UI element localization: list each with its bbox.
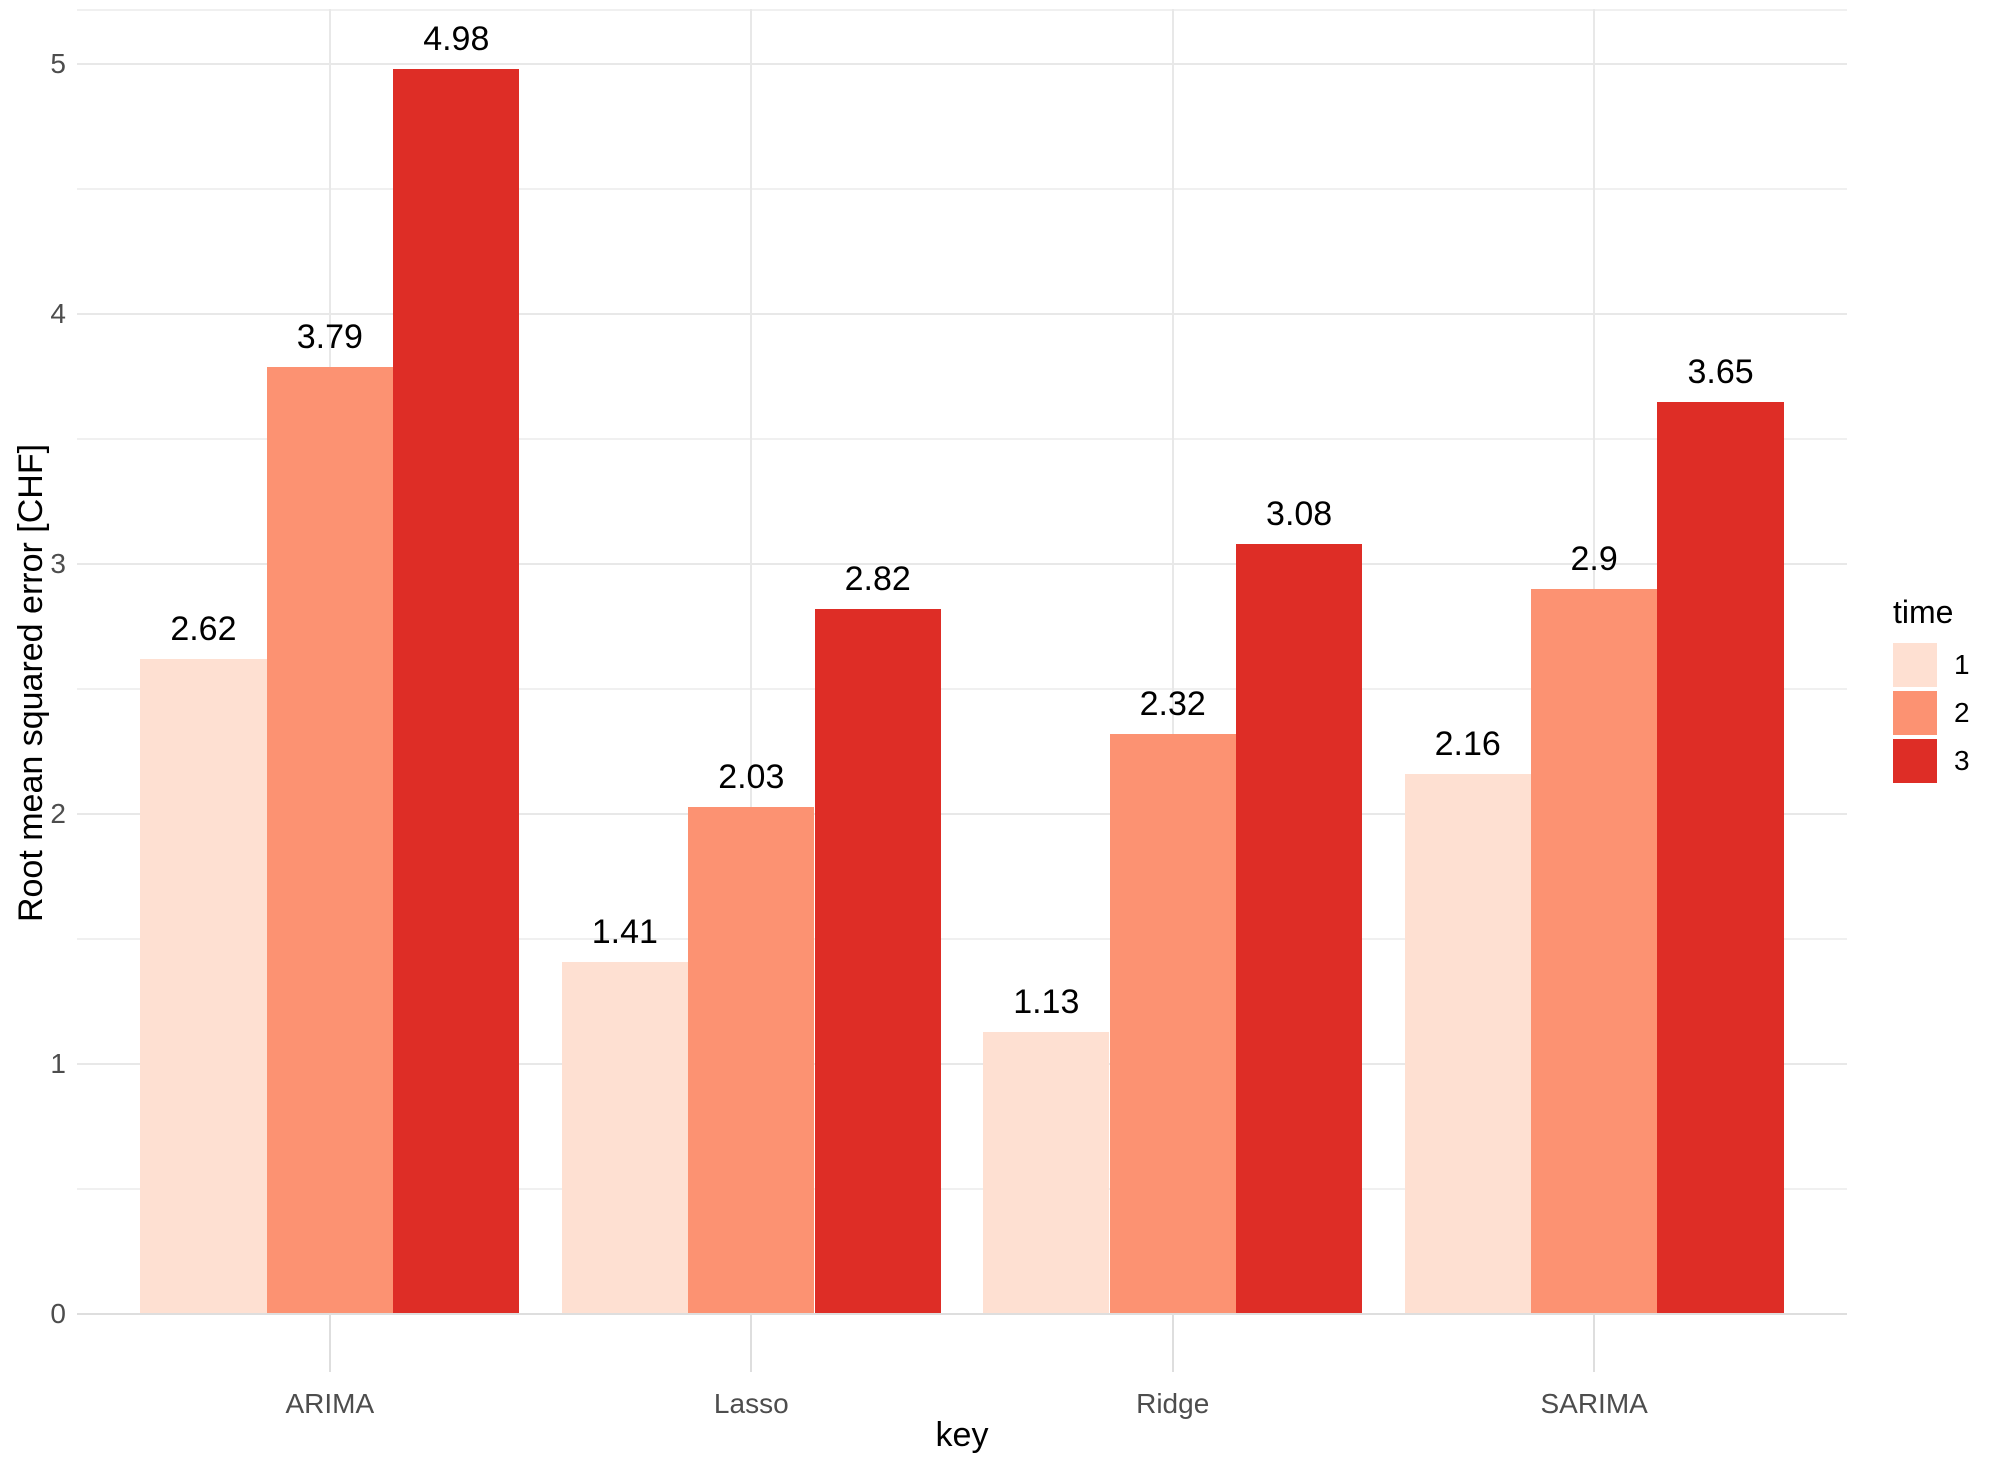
x-axis-line <box>77 1313 1847 1315</box>
bar-ridge-time3 <box>1235 544 1363 1314</box>
y-tick-label: 2 <box>50 798 66 829</box>
bar-value-label: 2.62 <box>170 610 237 648</box>
bar-value-label: 1.13 <box>1013 982 1080 1021</box>
x-axis: ARIMA Lasso Ridge SARIMA <box>0 1314 2000 1466</box>
bar-lasso-time2 <box>688 806 815 1314</box>
plot-panel: 2.62 3.79 4.98 1.41 2.03 2.82 1.13 2.32 3.08 2.16… <box>77 9 1847 1314</box>
y-axis-title: Root mean squared error [CHF] <box>12 443 50 923</box>
gridline-major <box>77 313 1847 315</box>
legend-swatch-icon <box>1893 739 1937 783</box>
bar-value-label: 1.41 <box>591 912 658 951</box>
gridline-major <box>77 813 1847 815</box>
bar-value-label: 4.98 <box>423 20 490 58</box>
legend-item-label: 3 <box>1954 745 1970 776</box>
bar-sarima-time1 <box>1404 774 1531 1314</box>
bar-value-label: 3.08 <box>1266 495 1333 533</box>
gridline-vertical <box>750 9 753 1314</box>
bar-value-label: 2.03 <box>718 757 785 796</box>
x-tick-label-ridge: Ridge <box>1136 1388 1210 1419</box>
legend-swatch-icon <box>1893 691 1937 735</box>
legend-title: time <box>1893 594 1954 630</box>
x-tick-label-lasso: Lasso <box>713 1388 789 1419</box>
gridline-minor <box>77 938 1847 940</box>
legend-swatch-icon <box>1893 643 1937 687</box>
gridline-minor <box>77 438 1847 440</box>
y-tick-label: 3 <box>50 548 66 579</box>
x-tick-label-arima: ARIMA <box>285 1388 375 1419</box>
x-tick-mark <box>1593 1314 1596 1372</box>
y-tick-label: 5 <box>50 48 66 79</box>
x-tick-mark <box>328 1314 331 1372</box>
legend-item-time-1[interactable]: 1 <box>1893 643 2000 687</box>
legend-item-time-3[interactable]: 3 <box>1893 739 2000 783</box>
legend-item-label: 1 <box>1954 649 1970 680</box>
x-tick-mark <box>1171 1314 1174 1372</box>
y-tick-label: 1 <box>50 1048 66 1079</box>
bar-sarima-time2 <box>1530 589 1658 1314</box>
gridline-major <box>77 1063 1847 1065</box>
bar-arima-time1 <box>140 659 267 1314</box>
bar-sarima-time3 <box>1657 401 1784 1314</box>
bar-lasso-time3 <box>814 609 941 1314</box>
legend-items: 1 2 3 <box>1893 643 2000 783</box>
legend-item-time-2[interactable]: 2 <box>1893 691 2000 735</box>
legend: time 1 2 3 <box>1893 590 2000 787</box>
x-axis-title: key <box>935 1416 989 1454</box>
bar-value-label: 2.82 <box>844 560 911 598</box>
gridline-major <box>77 563 1847 565</box>
bar-value-label: 2.32 <box>1139 685 1206 723</box>
y-tick-label: 0 <box>50 1298 66 1329</box>
bar-ridge-time2 <box>1109 734 1236 1314</box>
bar-ridge-time1 <box>983 1031 1110 1314</box>
legend-item-label: 2 <box>1954 697 1970 728</box>
gridline-major <box>77 63 1847 65</box>
gridline-minor <box>77 1188 1847 1190</box>
bar-arima-time2 <box>266 366 394 1314</box>
bar-value-label: 2.16 <box>1434 725 1501 763</box>
x-tick-label-sarima: SARIMA <box>1540 1388 1648 1419</box>
bar-value-label: 3.65 <box>1687 352 1754 391</box>
gridline-minor <box>77 688 1847 690</box>
bar-lasso-time1 <box>561 961 689 1314</box>
y-tick-label: 4 <box>50 298 66 329</box>
gridline-minor <box>77 188 1847 190</box>
gridline-vertical <box>1171 9 1174 1314</box>
bar-value-label: 3.79 <box>296 317 363 356</box>
bar-arima-time3 <box>393 69 520 1314</box>
bar-value-label: 2.9 <box>1570 540 1618 578</box>
x-tick-mark <box>750 1314 753 1372</box>
panel-top-line <box>77 9 1847 11</box>
